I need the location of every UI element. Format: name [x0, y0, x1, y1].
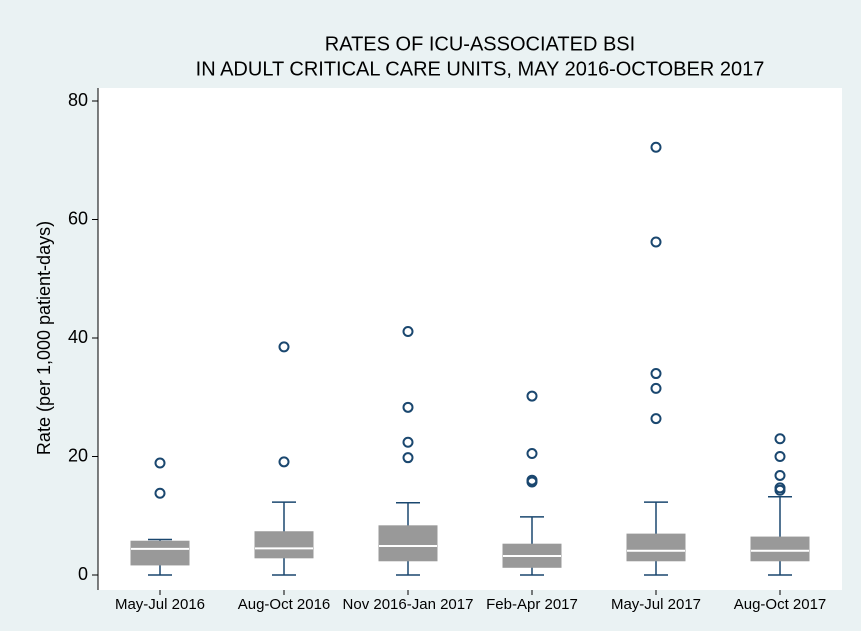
x-tick-label: Aug-Oct 2016 [238, 596, 331, 613]
x-tick-label: May-Jul 2016 [115, 596, 205, 613]
x-tick-label: Feb-Apr 2017 [486, 596, 578, 613]
box [626, 533, 686, 562]
y-axis-label: Rate (per 1,000 patient-days) [34, 221, 54, 455]
x-tick-label: May-Jul 2017 [611, 596, 701, 613]
outlier [278, 341, 290, 353]
outlier [402, 325, 414, 337]
outlier [650, 413, 662, 425]
outlier [774, 451, 786, 462]
outlier [154, 487, 166, 499]
y-tick-label: 40 [68, 327, 88, 347]
outlier [526, 448, 538, 460]
outlier [650, 368, 662, 380]
outlier [402, 452, 414, 464]
outlier [650, 236, 662, 248]
y-tick-label: 0 [78, 564, 88, 584]
outlier [650, 141, 662, 153]
outlier [774, 433, 786, 445]
x-tick-label: Aug-Oct 2017 [734, 596, 827, 613]
box [254, 531, 314, 559]
outlier [650, 382, 662, 394]
outlier [402, 436, 414, 448]
outlier [774, 469, 786, 481]
y-tick-label: 60 [68, 208, 88, 228]
outlier [278, 456, 290, 468]
outlier [526, 390, 538, 402]
outlier [774, 484, 786, 496]
box [378, 525, 438, 562]
plot-area [98, 88, 842, 590]
y-tick-label: 20 [68, 445, 88, 465]
y-tick-label: 80 [68, 90, 88, 110]
x-tick-label: Nov 2016-Jan 2017 [343, 596, 474, 613]
chart-title: IN ADULT CRITICAL CARE UNITS, MAY 2016-O… [196, 58, 765, 80]
chart-title: RATES OF ICU-ASSOCIATED BSI [325, 33, 635, 55]
box [750, 536, 810, 562]
outlier [526, 476, 538, 488]
outlier [402, 401, 414, 413]
outlier [154, 457, 166, 469]
box [130, 540, 190, 566]
